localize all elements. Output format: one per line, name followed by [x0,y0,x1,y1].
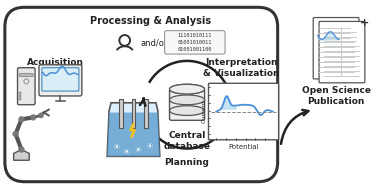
FancyBboxPatch shape [42,68,79,91]
FancyBboxPatch shape [18,68,35,105]
FancyBboxPatch shape [165,31,225,54]
Ellipse shape [170,84,205,94]
Text: Interpretation
& Visualization: Interpretation & Visualization [203,58,280,78]
FancyBboxPatch shape [39,65,82,96]
FancyBboxPatch shape [20,74,33,77]
Text: Processing & Analysis: Processing & Analysis [91,16,212,26]
Circle shape [19,92,21,94]
FancyBboxPatch shape [319,21,365,83]
Circle shape [19,147,24,152]
Ellipse shape [170,106,205,115]
Circle shape [136,148,140,151]
Text: Central
database: Central database [164,131,211,151]
Text: +: + [360,18,369,28]
Circle shape [39,113,43,118]
FancyBboxPatch shape [170,89,205,120]
Circle shape [13,132,18,136]
Circle shape [19,98,21,100]
Circle shape [19,95,21,97]
Text: Acquisition: Acquisition [27,58,84,67]
Text: Planning: Planning [165,158,209,167]
Bar [119,99,123,128]
Polygon shape [107,103,160,156]
Text: Current: Current [202,100,206,123]
Ellipse shape [170,95,205,105]
FancyBboxPatch shape [313,18,359,79]
Text: and/or: and/or [140,39,168,48]
Circle shape [125,150,128,153]
Bar [144,99,148,128]
Circle shape [148,144,152,147]
Text: Potential: Potential [228,144,259,150]
Circle shape [19,117,24,122]
FancyBboxPatch shape [208,83,279,140]
Polygon shape [107,112,160,156]
Ellipse shape [170,84,205,94]
FancyBboxPatch shape [5,7,277,182]
Polygon shape [14,149,29,160]
Circle shape [115,145,119,148]
Text: 11101010111
01001010011
01001001100: 11101010111 01001010011 01001001100 [177,33,212,52]
Text: Open Science
Publication: Open Science Publication [302,86,371,106]
Circle shape [31,115,36,120]
Bar [132,99,135,128]
